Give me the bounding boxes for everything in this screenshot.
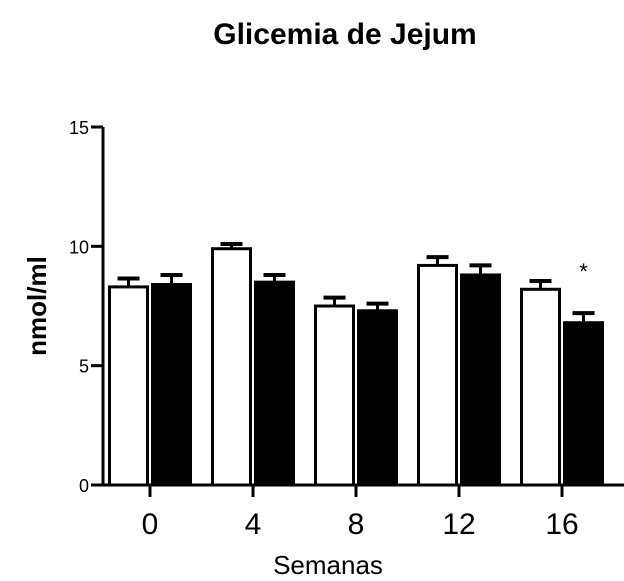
bar-black	[151, 283, 192, 487]
significance-marker: *	[579, 259, 588, 284]
bar-black	[460, 273, 501, 487]
y-tick-label: 15	[69, 118, 89, 138]
bar-white	[417, 263, 458, 487]
chart-title: Glicemia de Jejum	[213, 18, 476, 51]
bars: *	[108, 241, 604, 487]
x-axis-label: Semanas	[273, 550, 383, 580]
y-axis-label: nmol/ml	[22, 256, 52, 356]
bar-black	[357, 309, 398, 487]
tick-labels: 0 5 10 15 0 4 8 12 16	[69, 118, 579, 541]
x-tick-label: 0	[142, 508, 159, 541]
y-tick-label: 5	[79, 357, 89, 377]
bar-white	[211, 247, 252, 487]
y-tick-label: 0	[79, 476, 89, 496]
x-tick-label: 12	[442, 508, 475, 541]
bar-white	[520, 287, 561, 487]
y-tick-label: 10	[69, 237, 89, 257]
bar-white	[314, 304, 355, 487]
x-tick-label: 4	[245, 508, 262, 541]
bar-black	[563, 321, 604, 487]
bar-black	[254, 280, 295, 487]
x-tick-label: 16	[545, 508, 578, 541]
bar-white	[108, 285, 149, 487]
x-tick-label: 8	[348, 508, 365, 541]
